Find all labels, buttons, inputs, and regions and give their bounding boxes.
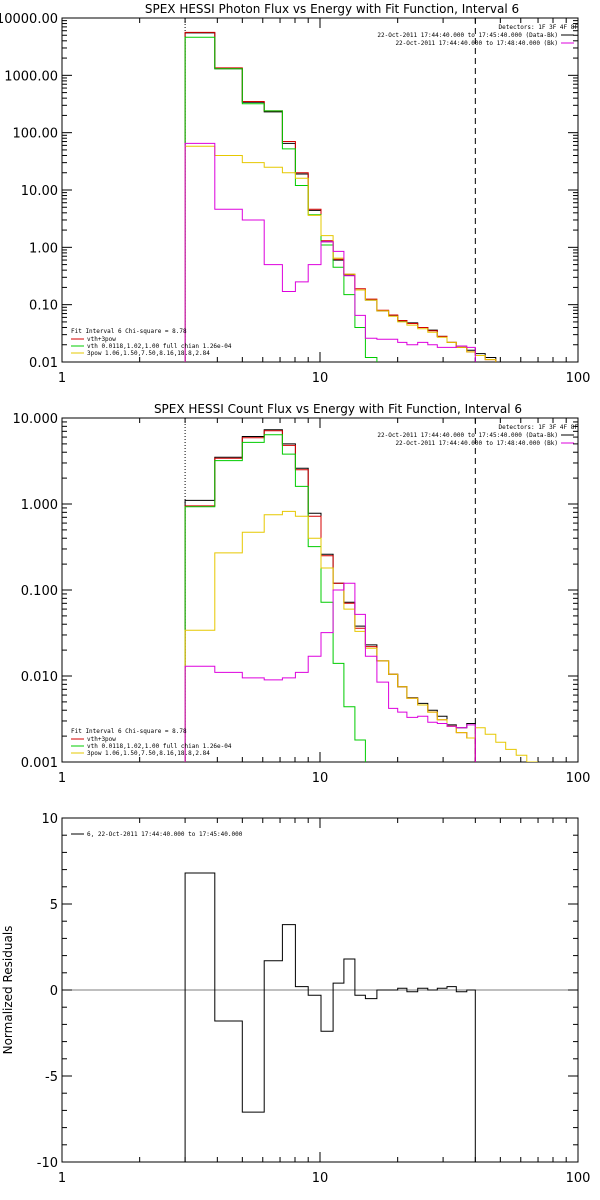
series-line bbox=[184, 32, 497, 362]
legend-text: vth+3pow bbox=[87, 736, 116, 743]
legend-text: Fit Interval 6 Chi-square = 8.78 bbox=[71, 328, 187, 335]
y-tick-label: 100.00 bbox=[13, 127, 59, 142]
header-line: Detectors: 1F 3F 4F 8F bbox=[499, 424, 579, 431]
header-line: Detectors: 1F 3F 4F 8F bbox=[499, 24, 579, 31]
y-tick-label: -5 bbox=[45, 1070, 58, 1085]
chart-title: SPEX HESSI Photon Flux vs Energy with Fi… bbox=[145, 2, 519, 16]
x-tick-label: 1 bbox=[58, 771, 66, 786]
legend-text: 3pow 1.06,1.50,7.50,8.16,18.8,2.84 bbox=[87, 350, 210, 357]
y-tick-label: 0.100 bbox=[21, 584, 58, 599]
photon-flux-panel: SPEX HESSI Photon Flux vs Energy with Fi… bbox=[0, 2, 590, 386]
header-line: 22-Oct-2011 17:44:40.000 to 17:48:40.000… bbox=[395, 440, 558, 447]
series-line bbox=[184, 430, 476, 762]
y-tick-label: 10 bbox=[41, 812, 58, 827]
y-tick-label: -10 bbox=[37, 1156, 58, 1171]
legend-text: 6, 22-Oct-2011 17:44:40.000 to 17:45:40.… bbox=[87, 831, 243, 838]
series-line bbox=[184, 510, 538, 762]
x-tick-label: 1 bbox=[58, 371, 66, 386]
series-line bbox=[184, 145, 497, 362]
y-tick-label: 0 bbox=[50, 984, 58, 999]
series-line bbox=[184, 36, 378, 362]
y-tick-label: 10.00 bbox=[21, 184, 58, 199]
series-group bbox=[184, 429, 538, 762]
y-tick-label: 0.01 bbox=[29, 356, 58, 371]
y-tick-label: 10000.00 bbox=[0, 12, 58, 27]
x-tick-label: 1 bbox=[58, 1171, 66, 1186]
series-line bbox=[184, 31, 497, 362]
x-tick-label: 100 bbox=[566, 771, 591, 786]
series-line bbox=[184, 429, 476, 762]
series-line bbox=[184, 582, 476, 762]
x-tick-label: 10 bbox=[312, 1171, 329, 1186]
x-tick-label: 10 bbox=[312, 371, 329, 386]
plot-area: 1 10 100 0.01 0.10 1.00 10.00 100.00 1000.00 1000… bbox=[0, 12, 590, 386]
count-flux-panel: SPEX HESSI Count Flux vs Energy with Fit… bbox=[13, 402, 591, 786]
legend-text: Fit Interval 6 Chi-square = 8.78 bbox=[71, 728, 187, 735]
axes-frame bbox=[61, 17, 579, 363]
y-tick-label: 1.00 bbox=[29, 241, 58, 256]
series-line bbox=[184, 142, 476, 362]
header-line: 22-Oct-2011 17:44:40.000 to 17:48:40.000… bbox=[395, 40, 558, 47]
series-line bbox=[184, 434, 366, 762]
series-group bbox=[184, 872, 476, 1162]
header-line: 22-Oct-2011 17:44:40.000 to 17:45:40.000… bbox=[377, 32, 558, 39]
axes-frame bbox=[61, 417, 579, 763]
y-tick-label: 1.000 bbox=[21, 498, 58, 513]
series-line bbox=[184, 872, 476, 1162]
x-tick-label: 100 bbox=[566, 371, 591, 386]
residuals-panel: 1 10 100 -10 -5 0 5 10 6, 22-Oct-2011 17:44:40.… bbox=[1, 812, 590, 1186]
plot-area: 1 10 100 0.001 0.010 0.100 1.000 10.000 bbox=[13, 412, 591, 786]
y-tick-label: 10.000 bbox=[13, 412, 59, 427]
y-axis-label: Normalized Residuals bbox=[1, 926, 15, 1055]
legend-text: vth+3pow bbox=[87, 336, 116, 343]
plot-area: 1 10 100 -10 -5 0 5 10 bbox=[37, 812, 591, 1186]
y-tick-label: 1000.00 bbox=[4, 69, 58, 84]
x-tick-label: 10 bbox=[312, 771, 329, 786]
legend-text: vth 0.0118,1.02,1.00 full chian 1.26e-04 bbox=[87, 743, 232, 750]
y-tick-label: 0.010 bbox=[21, 670, 58, 685]
chart-title: SPEX HESSI Count Flux vs Energy with Fit… bbox=[154, 402, 522, 416]
series-group bbox=[184, 31, 497, 362]
legend-text: 3pow 1.06,1.50,7.50,8.16,18.8,2.84 bbox=[87, 750, 210, 757]
y-tick-label: 0.10 bbox=[29, 299, 58, 314]
legend-text: vth 0.0118,1.02,1.00 full chian 1.26e-04 bbox=[87, 343, 232, 350]
x-tick-label: 100 bbox=[566, 1171, 591, 1186]
y-tick-label: 0.001 bbox=[21, 756, 58, 771]
y-tick-label: 5 bbox=[50, 898, 58, 913]
header-line: 22-Oct-2011 17:44:40.000 to 17:45:40.000… bbox=[377, 432, 558, 439]
